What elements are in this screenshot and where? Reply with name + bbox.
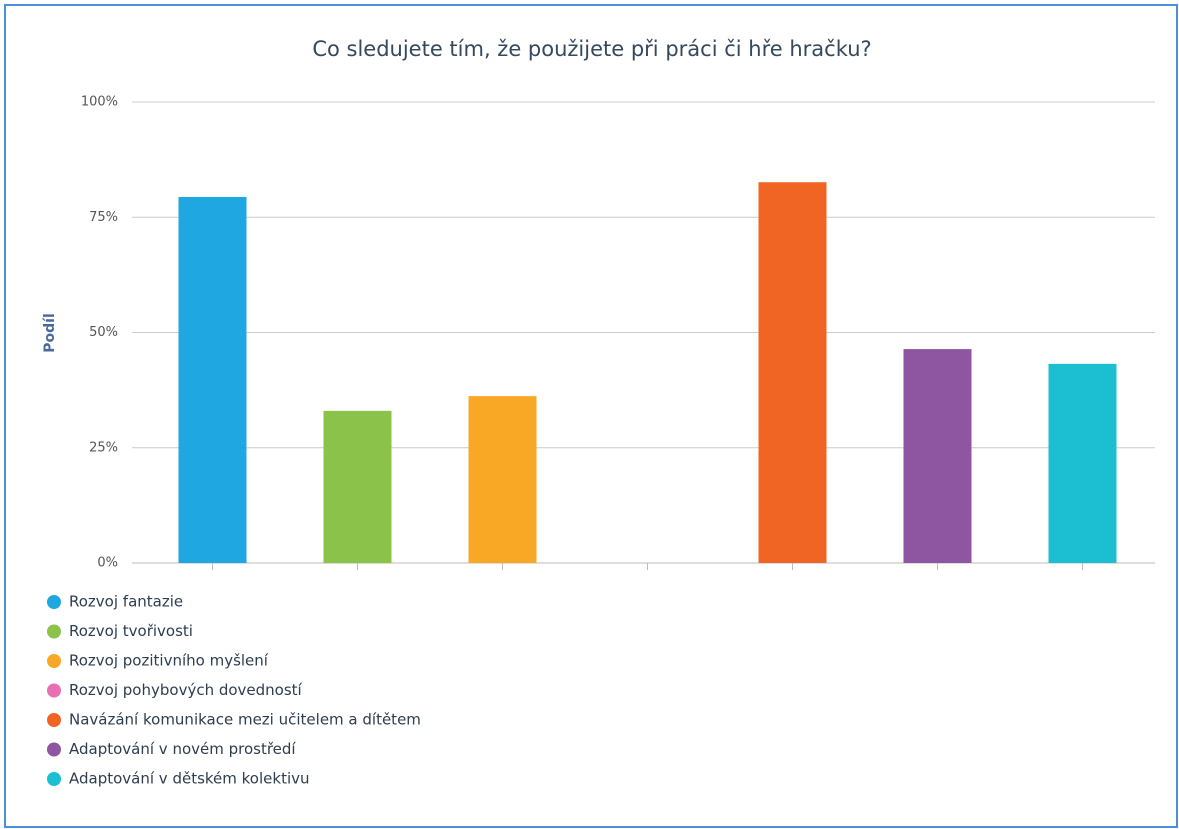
legend-marker	[47, 742, 61, 757]
legend-label: Rozvoj tvořivosti	[69, 622, 193, 640]
bar	[323, 410, 392, 563]
legend-label: Adaptování v novém prostředí	[69, 740, 296, 758]
bar	[468, 396, 537, 563]
legend-marker	[47, 654, 61, 668]
y-tick-label: 0%	[97, 556, 118, 571]
legend-marker	[47, 624, 61, 639]
y-axis-label: Podíl	[42, 313, 58, 353]
legend-marker	[47, 595, 61, 609]
legend-marker	[47, 713, 61, 727]
bar	[1048, 363, 1117, 563]
bar	[903, 349, 972, 563]
bar	[178, 196, 247, 563]
y-tick-label: 25%	[89, 440, 118, 455]
y-tick-label: 100%	[81, 95, 118, 110]
chart-title: Co sledujete tím, že použijete při práci…	[312, 37, 871, 61]
legend-label: Rozvoj pozitivního myšlení	[69, 652, 269, 670]
y-tick-label: 50%	[89, 325, 118, 340]
legend-label: Adaptování v dětském kolektivu	[69, 770, 310, 788]
bar	[758, 182, 827, 564]
y-tick-label: 75%	[89, 210, 118, 225]
legend-label: Navázání komunikace mezi učitelem a dítě…	[69, 711, 421, 729]
legend-marker	[47, 772, 61, 786]
legend-label: Rozvoj pohybových dovedností	[69, 681, 303, 699]
legend-marker	[47, 683, 61, 698]
legend-label: Rozvoj fantazie	[69, 593, 183, 611]
